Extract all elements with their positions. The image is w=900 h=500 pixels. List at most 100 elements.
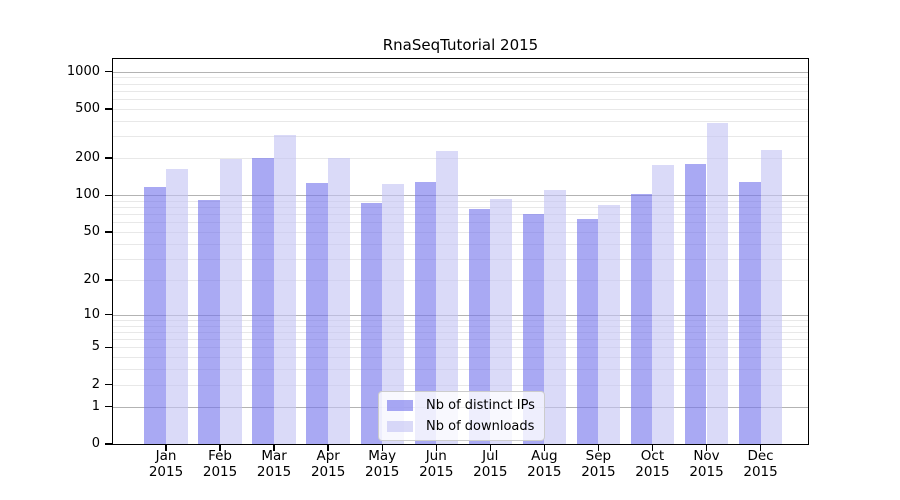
month-text: Dec — [747, 448, 774, 464]
minor-gridline — [113, 120, 808, 122]
month-text: Jun — [425, 448, 447, 464]
minor-gridline — [113, 325, 808, 327]
y-tick-mark — [105, 384, 112, 386]
distinct-ips-bar — [144, 186, 166, 444]
minor-gridline — [113, 331, 808, 333]
downloads-bar — [598, 204, 621, 444]
distinct-ips-bar — [252, 158, 275, 444]
downloads-bar — [328, 158, 350, 444]
downloads-bar — [166, 169, 188, 444]
minor-gridline — [113, 232, 808, 234]
minor-gridline — [113, 136, 808, 138]
month-text: Oct — [640, 448, 665, 464]
year-text: 2015 — [581, 464, 616, 480]
minor-gridline — [113, 77, 808, 79]
minor-gridline — [113, 369, 808, 371]
x-tick-label-jul: Jul 2015 — [458, 448, 522, 480]
x-tick-label-jun: Jun 2015 — [404, 448, 468, 480]
distinct-ips-bar — [306, 183, 329, 444]
y-tick-mark — [105, 157, 112, 159]
distinct-ips-bar — [630, 194, 653, 444]
y-tick-label: 1 — [91, 398, 100, 414]
major-gridline — [113, 71, 808, 73]
plot-area — [113, 59, 808, 444]
x-tick-mark — [759, 445, 762, 451]
y-tick-mark — [105, 346, 112, 349]
y-tick-label: 500 — [75, 100, 100, 116]
x-tick-label-apr: Apr 2015 — [296, 448, 360, 480]
month-text: Feb — [208, 448, 232, 464]
minor-gridline — [113, 90, 808, 92]
minor-gridline — [113, 319, 808, 321]
x-tick-mark — [273, 445, 275, 451]
x-tick-label-dec: Dec 2015 — [729, 448, 793, 480]
x-tick-label-jan: Jan 2015 — [134, 448, 198, 480]
distinct-ips-bar — [522, 213, 545, 444]
downloads-bar — [544, 189, 567, 444]
distinct-ips-bar — [576, 219, 599, 444]
major-gridline — [113, 314, 808, 316]
y-tick-mark — [105, 279, 112, 281]
x-tick-mark — [489, 445, 491, 451]
x-tick-label-nov: Nov 2015 — [675, 448, 739, 480]
major-gridline — [113, 195, 808, 197]
minor-gridline — [113, 339, 808, 341]
year-text: 2015 — [148, 464, 184, 480]
distinct-ips-bar — [738, 182, 761, 444]
minor-gridline — [113, 214, 808, 216]
y-tick-label: 5 — [91, 339, 100, 355]
minor-gridline — [113, 83, 808, 85]
downloads-bar — [706, 123, 729, 444]
distinct-ips-bar — [360, 202, 383, 444]
chart-title: RnaSeqTutorial 2015 — [382, 36, 539, 54]
y-tick-mark — [105, 443, 112, 445]
minor-gridline — [113, 384, 808, 386]
legend-label-downloads: Nb of downloads — [426, 419, 535, 434]
y-tick-label: 2 — [91, 376, 100, 392]
legend-label-distinct-ips: Nb of distinct IPs — [426, 398, 535, 413]
month-text: Mar — [261, 448, 287, 464]
month-text: Sep — [585, 448, 612, 464]
year-text: 2015 — [419, 464, 454, 480]
year-text: 2015 — [365, 464, 400, 480]
distinct-ips-swatch-icon — [387, 400, 413, 411]
y-tick-mark — [105, 314, 112, 316]
year-text: 2015 — [256, 464, 292, 480]
downloads-bar — [382, 183, 404, 444]
x-tick-mark — [597, 445, 600, 451]
minor-gridline — [113, 200, 808, 202]
distinct-ips-bar — [468, 208, 491, 444]
y-tick-mark — [105, 231, 112, 233]
year-text: 2015 — [527, 464, 562, 480]
downloads-bar — [220, 158, 242, 444]
x-tick-mark — [327, 445, 329, 451]
x-tick-mark — [165, 445, 167, 451]
year-text: 2015 — [689, 464, 724, 480]
month-text: Jan — [155, 448, 177, 464]
downloads-swatch-icon — [387, 421, 413, 432]
minor-gridline — [113, 357, 808, 359]
y-tick-label: 10 — [83, 306, 100, 322]
month-text: May — [368, 448, 397, 464]
x-tick-label-aug: Aug 2015 — [512, 448, 576, 480]
minor-gridline — [113, 108, 808, 110]
distinct-ips-bar — [198, 200, 221, 444]
legend: Nb of distinct IPs Nb of downloads — [378, 391, 545, 441]
y-tick-label: 200 — [75, 150, 100, 166]
minor-gridline — [113, 279, 808, 281]
minor-gridline — [113, 258, 808, 260]
x-tick-label-mar: Mar 2015 — [242, 448, 306, 480]
month-text: Aug — [531, 448, 558, 464]
x-tick-mark — [651, 445, 654, 451]
month-text: Jul — [482, 448, 499, 464]
y-tick-label: 100 — [75, 187, 100, 203]
x-tick-label-oct: Oct 2015 — [620, 448, 684, 480]
legend-item-downloads: Nb of downloads — [387, 419, 535, 434]
y-tick-label: 0 — [91, 436, 100, 451]
year-text: 2015 — [202, 464, 238, 480]
x-tick-mark — [543, 445, 546, 451]
y-tick-mark — [105, 108, 112, 110]
minor-gridline — [113, 99, 808, 101]
year-text: 2015 — [310, 464, 346, 480]
